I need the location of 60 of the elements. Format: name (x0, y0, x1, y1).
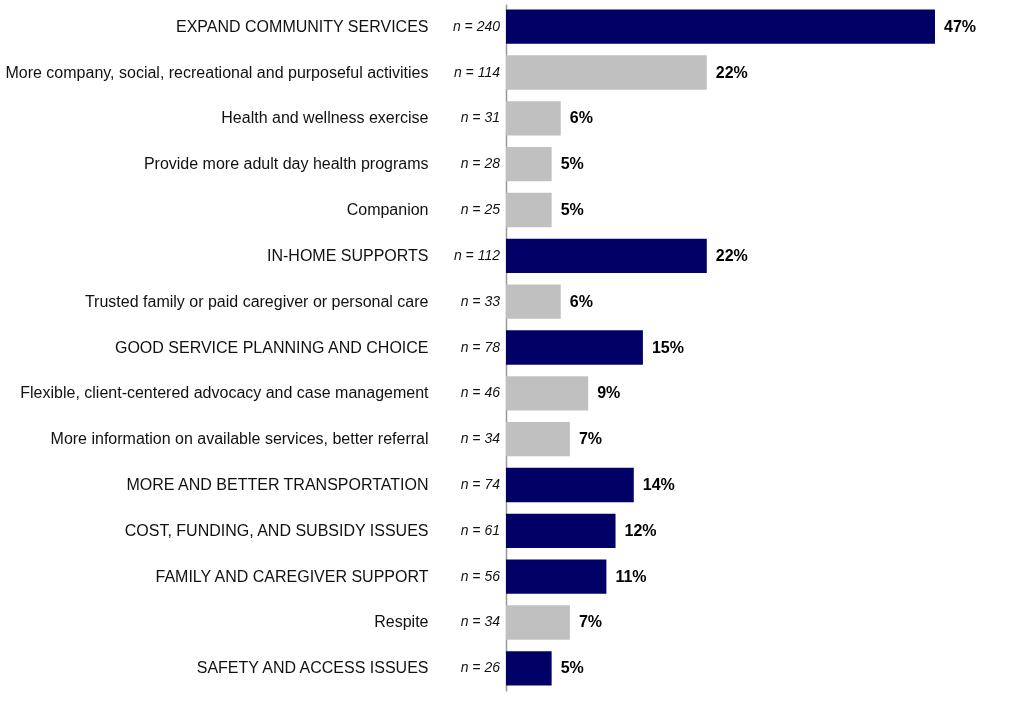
text: n = 114 (453, 63, 501, 80)
text: n = 46 (460, 384, 501, 401)
y-tick-label: GOOD SERVICE PLANNING AND CHOICE (114, 338, 429, 356)
data-label: 14% (642, 475, 675, 493)
bar (506, 284, 561, 319)
bar (506, 192, 552, 228)
bar (506, 238, 707, 274)
y-tick-label: More company, social, recreational and purposeful activities (5, 63, 429, 81)
y-tick-label: Trusted family or paid caregiver or personal care (84, 292, 429, 310)
bar (506, 55, 707, 90)
text: n = 74 (460, 475, 501, 492)
bar (506, 146, 552, 182)
data-label: 9% (597, 384, 621, 402)
data-label: 5% (560, 659, 584, 677)
y-tick-label: FAMILY AND CAREGIVER SUPPORT (155, 567, 429, 585)
text: n = 25 (460, 201, 501, 218)
y-tick-label: IN-HOME SUPPORTS (267, 246, 429, 264)
y-tick-label: SAFETY AND ACCESS ISSUES (196, 659, 429, 677)
text: n = 112 (453, 246, 501, 263)
data-label: 6% (569, 292, 593, 310)
y-tick-label: EXPAND COMMUNITY SERVICES (176, 17, 429, 35)
text: n = 78 (460, 338, 501, 355)
bar (506, 467, 634, 503)
y-tick-label: COST, FUNDING, AND SUBSIDY ISSUES (124, 521, 429, 539)
bar (506, 513, 616, 549)
y-tick-label: Companion (346, 201, 429, 219)
data-label: 11% (615, 567, 647, 585)
text: n = 56 (460, 567, 501, 584)
y-tick-label: Health and wellness exercise (221, 109, 429, 127)
data-label: 6% (569, 109, 593, 127)
y-tick-label: Flexible, client-centered advocacy and case management (20, 384, 430, 402)
text: n = 26 (460, 659, 501, 676)
text: n = 34 (460, 613, 501, 630)
bar (506, 651, 552, 686)
data-label: 12% (624, 521, 657, 539)
data-label: 22% (715, 246, 748, 264)
bar (506, 101, 561, 136)
data-label: 5% (560, 155, 584, 173)
text: n = 28 (460, 155, 501, 172)
text: n = 61 (460, 521, 500, 538)
data-label: 7% (578, 613, 603, 631)
text: n = 34 (460, 430, 501, 447)
text: n = 240 (452, 17, 501, 34)
data-label: 15% (651, 338, 684, 356)
bar (506, 605, 570, 640)
text: n = 33 (460, 292, 501, 309)
data-label: 5% (560, 201, 584, 219)
y-tick-label: Respite (374, 613, 429, 631)
y-tick-label: Provide more adult day health programs (143, 155, 429, 173)
bar (506, 421, 570, 457)
bar (506, 376, 589, 411)
bar (506, 559, 607, 594)
bar (506, 9, 935, 44)
data-label: 22% (715, 63, 748, 81)
data-label: 7% (578, 430, 603, 448)
y-tick-label: More information on available services, better referral (50, 430, 429, 448)
bar (506, 330, 643, 365)
y-tick-label: MORE AND BETTER TRANSPORTATION (126, 475, 429, 493)
text: n = 31 (460, 109, 500, 126)
data-label: 47% (943, 17, 977, 35)
